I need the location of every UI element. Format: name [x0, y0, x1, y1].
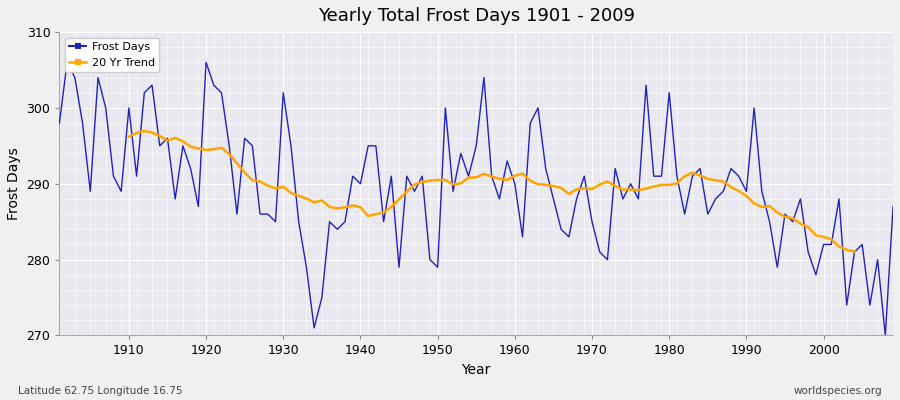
Text: worldspecies.org: worldspecies.org: [794, 386, 882, 396]
X-axis label: Year: Year: [462, 363, 490, 377]
Legend: Frost Days, 20 Yr Trend: Frost Days, 20 Yr Trend: [65, 38, 159, 72]
Y-axis label: Frost Days: Frost Days: [7, 147, 21, 220]
Text: Latitude 62.75 Longitude 16.75: Latitude 62.75 Longitude 16.75: [18, 386, 183, 396]
Title: Yearly Total Frost Days 1901 - 2009: Yearly Total Frost Days 1901 - 2009: [318, 7, 634, 25]
